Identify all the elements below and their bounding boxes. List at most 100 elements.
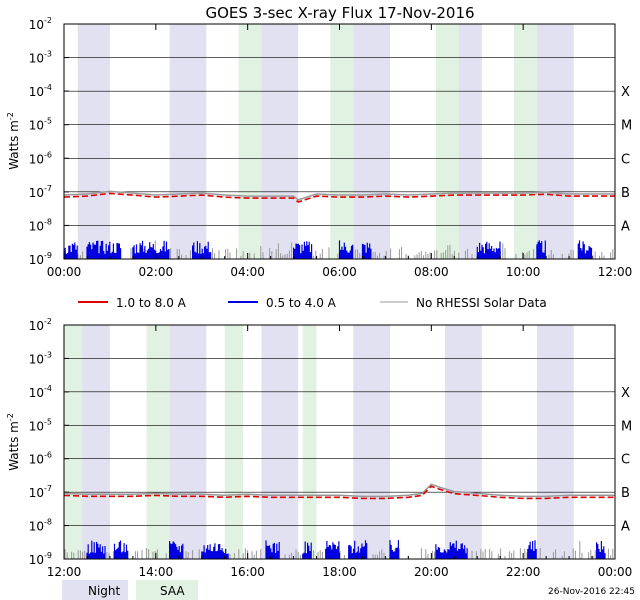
y-tick-label: 10-4 <box>29 83 52 99</box>
night-band <box>77 24 110 259</box>
legend-label-saa: SAA <box>160 584 185 598</box>
saa-band <box>513 24 537 259</box>
short-channel-burst <box>192 241 212 259</box>
x-tick-label: 14:00 <box>139 565 174 579</box>
flare-class-label: A <box>621 520 630 535</box>
y-tick-label: 10-2 <box>29 317 52 333</box>
night-band <box>353 325 391 559</box>
legend-label-no-rhessi: No RHESSI Solar Data <box>416 296 547 310</box>
y-tick-label: 10-8 <box>29 518 52 534</box>
y-tick-base: 10 <box>29 219 44 233</box>
night-band <box>536 325 574 559</box>
x-tick-label: 12:00 <box>47 565 82 579</box>
short-channel-burst <box>265 540 280 559</box>
night-band <box>169 325 207 559</box>
flare-class-label: C <box>621 453 630 468</box>
y-tick-base: 10 <box>29 386 44 400</box>
y-tick-base: 10 <box>29 352 44 366</box>
saa-band <box>435 24 459 259</box>
y-tick-base: 10 <box>29 419 44 433</box>
y-tick-exponent: -3 <box>44 50 52 59</box>
legend-bottom: Night SAA <box>62 580 198 600</box>
short-channel-burst <box>86 240 122 259</box>
y-tick-exponent: -5 <box>44 117 52 126</box>
x-tick-label: 00:00 <box>598 565 633 579</box>
short-channel-burst <box>113 540 129 559</box>
footer-timestamp: 26-Nov-2016 22:45 <box>548 587 635 597</box>
night-band <box>169 24 207 259</box>
long-channel-line <box>63 485 615 500</box>
y-tick-base: 10 <box>29 52 44 66</box>
night-band <box>536 24 574 259</box>
y-axis-label: Watts m-2 <box>6 112 21 170</box>
saa-band <box>302 325 317 559</box>
y-axis-label-text: Watts m <box>7 120 21 170</box>
y-tick-exponent: -8 <box>44 518 52 527</box>
flare-class-label: B <box>621 186 630 201</box>
y-tick-label: 10-5 <box>29 417 52 433</box>
y-tick-base: 10 <box>29 152 44 166</box>
legend-label-short-channel: 0.5 to 4.0 A <box>266 296 337 310</box>
flare-class-label: X <box>621 386 630 401</box>
y-tick-label: 10-7 <box>29 184 52 200</box>
y-tick-label: 10-2 <box>29 16 52 32</box>
y-tick-label: 10-3 <box>29 350 52 366</box>
y-tick-label: 10-3 <box>29 50 52 66</box>
short-channel-burst <box>169 541 184 559</box>
x-tick-label: 22:00 <box>506 565 541 579</box>
y-tick-base: 10 <box>29 553 44 567</box>
y-tick-label: 10-9 <box>29 551 52 567</box>
y-tick-base: 10 <box>29 18 44 32</box>
y-tick-base: 10 <box>29 186 44 200</box>
y-tick-label: 10-6 <box>29 451 52 467</box>
y-axis-label-superscript: -2 <box>6 413 15 421</box>
y-tick-base: 10 <box>29 453 44 467</box>
y-tick-label: 10-5 <box>29 117 52 133</box>
x-tick-label: 16:00 <box>230 565 265 579</box>
short-channel-burst <box>389 540 399 559</box>
short-channel-burst <box>435 540 468 559</box>
y-tick-base: 10 <box>29 85 44 99</box>
x-tick-label: 18:00 <box>322 565 357 579</box>
y-tick-base: 10 <box>29 319 44 333</box>
night-band <box>261 24 299 259</box>
y-tick-base: 10 <box>29 253 44 267</box>
saa-band <box>224 325 244 559</box>
saa-band <box>146 325 170 559</box>
no-rhessi-long-trace <box>63 190 615 201</box>
y-tick-exponent: -6 <box>44 451 52 460</box>
y-tick-label: 10-8 <box>29 217 52 233</box>
y-tick-exponent: -7 <box>44 184 52 193</box>
short-channel-burst <box>348 540 368 559</box>
saa-band <box>330 24 354 259</box>
y-tick-exponent: -2 <box>44 317 52 326</box>
saa-band <box>64 325 83 559</box>
y-tick-label: 10-7 <box>29 484 52 500</box>
flare-class-label: M <box>621 419 632 434</box>
y-tick-base: 10 <box>29 486 44 500</box>
short-channel-burst <box>63 242 78 259</box>
y-tick-label: 10-4 <box>29 384 52 400</box>
legend-label-long-channel: 1.0 to 8.0 A <box>116 296 187 310</box>
x-tick-label: 04:00 <box>230 265 265 279</box>
y-tick-label: 10-6 <box>29 150 52 166</box>
short-channel-burst <box>201 543 229 559</box>
night-band <box>77 325 110 559</box>
flare-class-label: A <box>621 219 630 234</box>
flare-class-label: X <box>621 85 630 100</box>
legend-label-night: Night <box>88 584 121 598</box>
y-axis-label: Watts m-2 <box>6 413 21 471</box>
no-rhessi-long-trace <box>63 483 615 498</box>
flare-class-label: M <box>621 119 632 134</box>
short-channel-burst <box>132 240 170 259</box>
y-tick-label: 10-9 <box>29 251 52 267</box>
short-channel-burst <box>338 240 354 259</box>
short-channel-burst <box>302 541 312 559</box>
flare-class-label: B <box>621 486 630 501</box>
short-channel-burst <box>577 240 593 259</box>
y-tick-base: 10 <box>29 119 44 133</box>
y-tick-base: 10 <box>29 520 44 534</box>
saa-band <box>238 24 262 259</box>
